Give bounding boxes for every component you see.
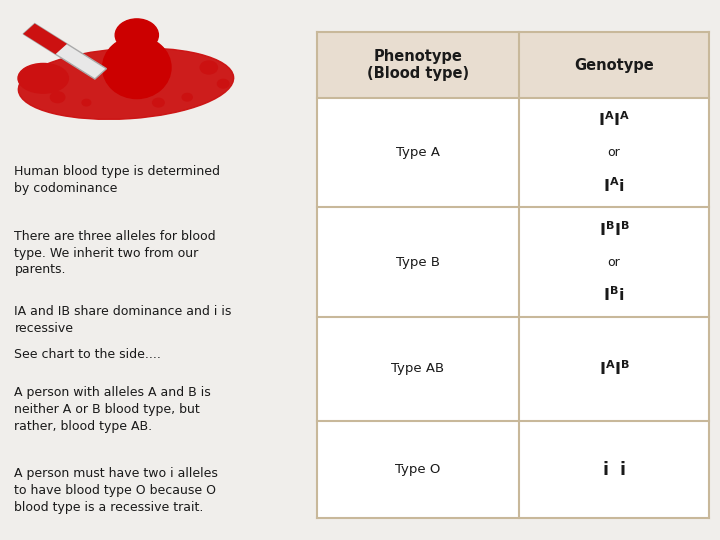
Ellipse shape — [18, 48, 234, 119]
Circle shape — [50, 92, 65, 103]
Polygon shape — [23, 24, 67, 54]
Text: $\mathbf{I^BI^B}$: $\mathbf{I^BI^B}$ — [598, 220, 629, 239]
Text: There are three alleles for blood
type. We inherit two from our
parents.: There are three alleles for blood type. … — [14, 230, 216, 276]
Bar — [317, 421, 709, 518]
Bar — [317, 316, 709, 421]
Ellipse shape — [103, 36, 171, 98]
Text: A person with alleles A and B is
neither A or B blood type, but
rather, blood ty: A person with alleles A and B is neither… — [14, 386, 211, 433]
Text: Type A: Type A — [396, 146, 440, 159]
Text: A person must have two i alleles
to have blood type O because O
blood type is a : A person must have two i alleles to have… — [14, 467, 218, 514]
Text: or: or — [608, 146, 621, 159]
Circle shape — [200, 61, 217, 74]
Text: See chart to the side....: See chart to the side.... — [14, 348, 161, 361]
Text: $\mathbf{I^AI^B}$: $\mathbf{I^AI^B}$ — [598, 360, 629, 379]
Text: Type AB: Type AB — [391, 362, 444, 375]
Text: Type O: Type O — [395, 463, 441, 476]
Circle shape — [217, 79, 229, 88]
Text: $\mathbf{I^Bi}$: $\mathbf{I^Bi}$ — [603, 286, 625, 304]
Circle shape — [115, 19, 158, 51]
Text: $\mathbf{i\ \ i}$: $\mathbf{i\ \ i}$ — [602, 461, 626, 479]
Circle shape — [182, 93, 192, 101]
Text: IA and IB share dominance and i is
recessive: IA and IB share dominance and i is reces… — [14, 305, 232, 335]
Circle shape — [82, 99, 91, 106]
Circle shape — [153, 98, 164, 107]
Text: or: or — [608, 255, 621, 268]
Ellipse shape — [18, 63, 68, 93]
Polygon shape — [23, 24, 107, 79]
Bar — [317, 32, 709, 98]
Bar — [317, 207, 709, 316]
Text: Phenotype
(Blood type): Phenotype (Blood type) — [366, 49, 469, 82]
Text: $\mathbf{I^AI^A}$: $\mathbf{I^AI^A}$ — [598, 111, 630, 129]
Text: $\mathbf{I^Ai}$: $\mathbf{I^Ai}$ — [603, 176, 625, 195]
Text: Genotype: Genotype — [574, 58, 654, 73]
Text: Human blood type is determined
by codominance: Human blood type is determined by codomi… — [14, 165, 220, 195]
Bar — [317, 98, 709, 207]
Text: Type B: Type B — [396, 255, 440, 268]
